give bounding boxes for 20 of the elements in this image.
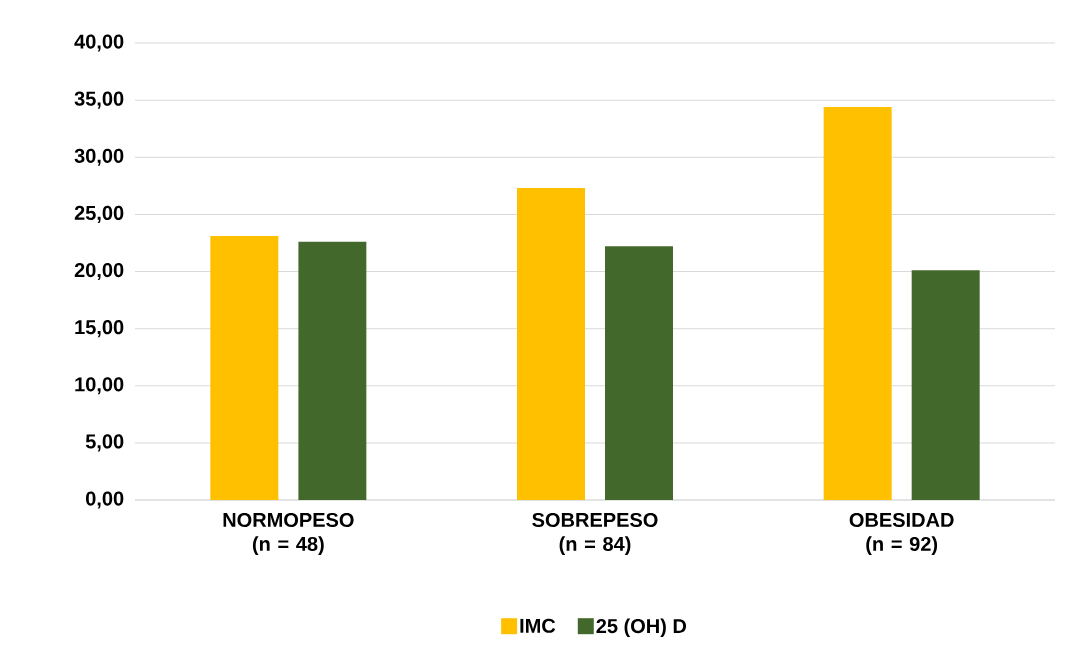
y-tick-label: 20,00 [74, 262, 124, 281]
legend-label: IMC [520, 618, 556, 633]
y-tick-label: 10,00 [75, 377, 124, 395]
bar [911, 270, 980, 500]
x-tick-label: OBESIDAD (n = 92) [849, 512, 954, 555]
bar [823, 106, 892, 500]
bar [517, 188, 586, 500]
x-tick-label: NORMOPESO (n = 48) [223, 512, 354, 555]
y-tick-label: 35,00 [74, 91, 124, 109]
bar [298, 241, 367, 500]
y-tick-label: 25,00 [74, 205, 124, 223]
bar [605, 246, 674, 500]
x-tick-label: SOBREPESO (n = 84) [532, 512, 658, 555]
bar [210, 236, 279, 500]
y-tick-label: 15,00 [75, 320, 124, 338]
y-tick-label: 30,00 [74, 148, 124, 166]
y-tick-label: 5,00 [85, 434, 124, 452]
y-tick-label: 0,00 [86, 491, 124, 509]
y-tick-label: 40,00 [74, 34, 124, 52]
legend-label: 25 (OH) D [596, 618, 687, 638]
